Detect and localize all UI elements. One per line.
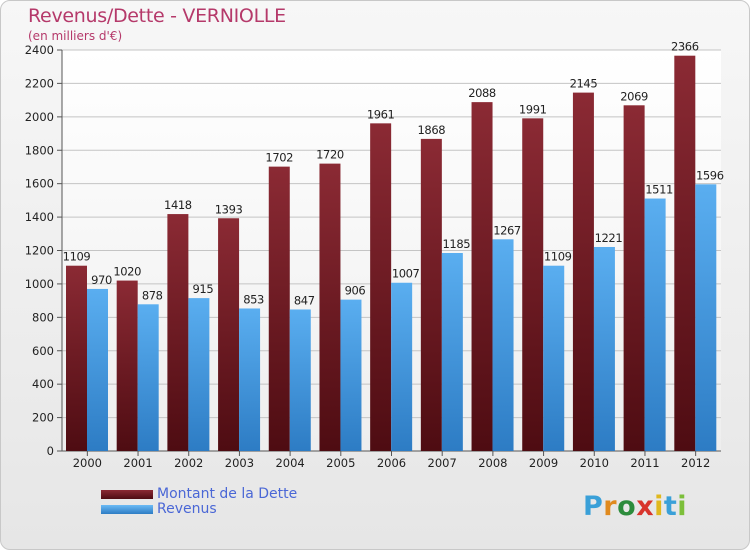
y-tick-label: 800 [32,310,54,324]
chart-title: Revenus/Dette - VERNIOLLE [28,5,286,27]
bar-revenus [593,246,615,451]
bar-dette [471,102,493,451]
bar-dette [420,138,442,451]
y-tick-label: 2000 [25,110,54,124]
bar-revenus [441,253,463,451]
y-tick-label: 1800 [25,143,54,157]
data-label-dette: 1720 [316,148,344,162]
data-label-revenus: 1185 [443,237,471,251]
data-label-revenus: 878 [142,288,163,302]
data-label-revenus: 1109 [544,250,572,264]
x-tick-label: 2001 [123,456,152,470]
data-label-dette: 2145 [570,77,598,91]
y-tick-label: 1200 [25,244,54,258]
data-label-dette: 1702 [265,151,293,165]
data-label-dette: 1991 [519,102,547,116]
data-label-dette: 2069 [620,89,648,103]
y-tick-label: 0 [47,444,54,458]
x-tick-label: 2008 [478,456,507,470]
bar-dette [319,163,341,451]
data-label-revenus: 1007 [392,267,420,281]
bar-dette [218,218,240,451]
x-tick-label: 2010 [580,456,609,470]
x-tick-label: 2009 [529,456,558,470]
bar-dette [116,280,138,451]
bar-dette [572,92,594,451]
data-label-dette: 1393 [215,202,243,216]
data-label-dette: 1020 [113,265,141,279]
legend-label-revenus: Revenus [157,501,217,517]
logo-letter: t [663,491,678,522]
data-label-revenus: 1267 [493,223,521,237]
proxiti-logo: Proxiti [583,491,687,522]
x-tick-label: 2007 [428,456,457,470]
bar-revenus [644,198,666,451]
data-label-dette: 1418 [164,198,192,212]
data-label-dette: 1868 [418,123,446,137]
bar-dette [522,118,544,451]
x-tick-label: 2000 [73,456,102,470]
y-tick-label: 1400 [25,210,54,224]
y-tick-label: 2400 [25,43,54,57]
chart-subtitle: (en milliers d'€) [28,29,123,43]
legend-label-debt: Montant de la Dette [157,486,298,502]
y-tick-label: 1600 [25,177,54,191]
y-tick-label: 1000 [25,277,54,291]
logo-letter: x [636,491,655,522]
bar-revenus [87,288,108,451]
logo-letter: i [677,491,688,522]
bar-revenus [289,309,311,451]
data-label-revenus: 847 [294,293,315,307]
bar-revenus [188,298,210,451]
bar-revenus [543,265,565,451]
y-tick-label: 200 [32,411,54,425]
bar-revenus [137,304,159,451]
x-tick-label: 2005 [326,456,355,470]
bar-dette [623,105,645,452]
bar-revenus [340,299,362,451]
x-tick-label: 2012 [681,456,710,470]
y-tick-label: 400 [32,377,54,391]
logo-letter: i [654,491,664,522]
data-label-dette: 2366 [671,40,699,54]
bar-revenus [239,308,261,451]
logo-letter: r [603,491,618,522]
bar-dette [66,265,87,451]
bar-dette [370,123,392,452]
legend-swatch-revenus [101,505,153,514]
y-tick-label: 2200 [25,76,54,90]
x-tick-label: 2011 [630,456,659,470]
bar-revenus [492,239,514,451]
data-label-revenus: 1221 [595,231,623,245]
y-tick-label: 600 [32,344,54,358]
x-tick-label: 2003 [225,456,254,470]
data-label-revenus: 1596 [696,168,724,182]
x-tick-label: 2002 [174,456,203,470]
x-tick-label: 2006 [377,456,406,470]
logo-letter: P [583,491,604,522]
bar-revenus [391,282,413,451]
data-label-dette: 1961 [367,107,395,121]
legend-swatch-debt [101,490,153,499]
data-label-dette: 2088 [468,86,496,100]
data-label-revenus: 906 [345,284,366,298]
bar-dette [167,214,189,451]
bar-revenus [695,184,717,451]
x-tick-label: 2004 [275,456,304,470]
data-label-revenus: 853 [243,292,264,306]
bar-dette [268,166,290,452]
data-label-dette: 1109 [63,250,91,264]
logo-letter: o [617,491,637,522]
data-label-revenus: 970 [91,273,112,287]
bar-dette [674,55,696,451]
data-label-revenus: 915 [193,282,214,296]
data-label-revenus: 1511 [645,183,673,197]
